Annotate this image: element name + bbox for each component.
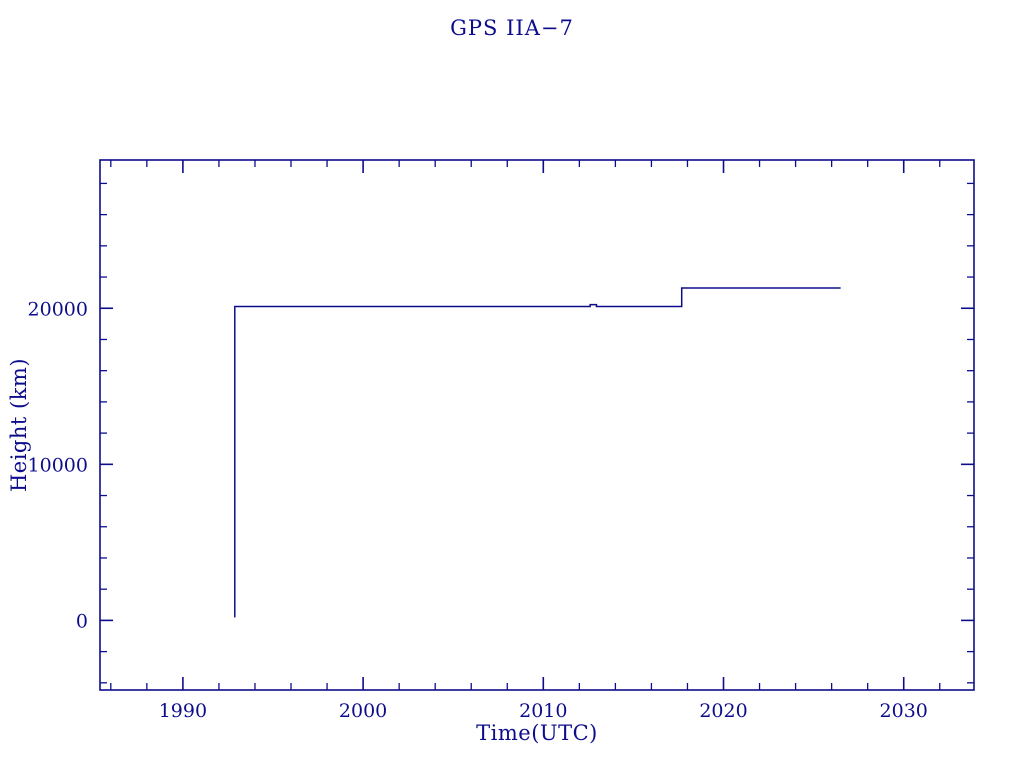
y-axis-title: Height (km)	[7, 358, 31, 492]
data-series-line	[234, 287, 841, 618]
y-tick-label: 10000	[28, 454, 88, 476]
x-tick-label: 1990	[159, 700, 207, 722]
plot-frame	[99, 159, 975, 691]
y-tick-label: 20000	[28, 298, 88, 320]
x-tick-label: 2000	[339, 700, 387, 722]
y-axis-tick-labels: 0 10000 20000	[28, 298, 88, 632]
y-axis-ticks	[100, 182, 974, 684]
x-tick-label: 2030	[880, 700, 928, 722]
x-tick-label: 2010	[519, 700, 567, 722]
x-axis-ticks	[110, 160, 941, 690]
x-tick-label: 2020	[699, 700, 747, 722]
y-tick-label: 0	[76, 610, 88, 632]
chart-title: GPS IIA−7	[450, 16, 574, 40]
x-axis-tick-labels: 1990 2000 2010 2020 2030	[159, 700, 928, 722]
x-axis-title: Time(UTC)	[476, 721, 598, 745]
